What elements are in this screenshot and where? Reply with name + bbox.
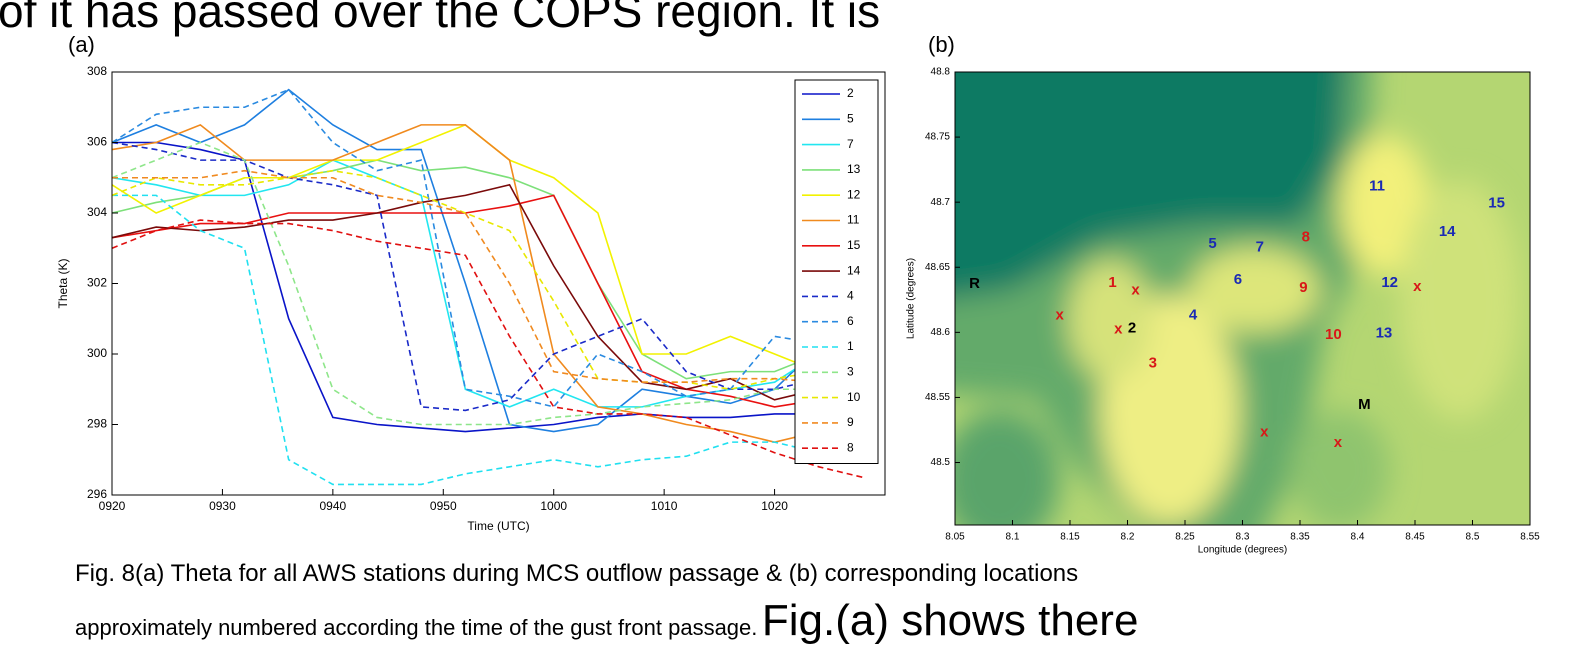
- legend-label: 1: [847, 339, 854, 353]
- caption-small: approximately numbered according the tim…: [75, 615, 757, 640]
- legend-label: 8: [847, 440, 854, 454]
- legend-label: 7: [847, 137, 854, 151]
- page: {"page_text": {"top": "of it has passed …: [0, 0, 1573, 667]
- station-marker: x: [1131, 282, 1140, 299]
- y-tick-label: 48.8: [931, 67, 951, 78]
- station-marker: M: [1358, 396, 1371, 413]
- y-tick-label: 298: [87, 417, 107, 431]
- y-tick-label: 300: [87, 346, 107, 360]
- station-marker: 3: [1149, 355, 1157, 372]
- x-axis-label: Longitude (degrees): [1198, 545, 1288, 556]
- y-tick-label: 306: [87, 135, 107, 149]
- caption: approximately numbered according the tim…: [75, 596, 1138, 646]
- x-tick-label: 8.35: [1290, 532, 1310, 543]
- y-tick-label: 304: [87, 205, 107, 219]
- plot-area: [112, 72, 885, 495]
- legend-label: 4: [847, 289, 854, 303]
- y-tick-label: 48.75: [925, 132, 950, 143]
- x-tick-label: 8.15: [1060, 532, 1080, 543]
- terrain: [900, 30, 1530, 560]
- x-axis-label: Time (UTC): [467, 519, 529, 533]
- x-tick-label: 8.05: [945, 532, 965, 543]
- station-marker: R: [969, 275, 980, 292]
- station-marker: 2: [1128, 319, 1136, 336]
- station-marker: 15: [1488, 194, 1505, 211]
- x-tick-label: 0950: [430, 499, 457, 513]
- x-tick-label: 8.45: [1405, 532, 1425, 543]
- x-tick-label: 8.25: [1175, 532, 1195, 543]
- station-marker: 6: [1234, 271, 1242, 288]
- station-marker: x: [1260, 424, 1269, 441]
- y-tick-label: 296: [87, 487, 107, 501]
- legend-label: 5: [847, 111, 854, 125]
- station-marker: 7: [1256, 239, 1264, 256]
- legend-label: 9: [847, 415, 854, 429]
- x-tick-label: 8.2: [1121, 532, 1135, 543]
- x-tick-label: 1000: [540, 499, 567, 513]
- legend-label: 15: [847, 238, 861, 252]
- station-marker: 10: [1325, 326, 1342, 343]
- station-marker: x: [1114, 321, 1123, 338]
- panel-label: (a): [68, 32, 95, 57]
- station-marker: x: [1334, 434, 1343, 451]
- station-marker: 5: [1208, 235, 1216, 252]
- legend-label: 6: [847, 314, 854, 328]
- legend-label: 2: [847, 86, 854, 100]
- x-tick-label: 8.4: [1351, 532, 1365, 543]
- y-tick-label: 48.6: [931, 327, 951, 338]
- x-tick-label: 8.3: [1236, 532, 1250, 543]
- y-tick-label: 302: [87, 276, 107, 290]
- station-marker: 1: [1108, 274, 1116, 291]
- station-marker: 12: [1381, 274, 1398, 291]
- caption-large: Fig.(a) shows there: [762, 596, 1139, 645]
- panel-label: (b): [928, 32, 955, 57]
- station-marker: 4: [1189, 306, 1198, 323]
- x-tick-label: 0940: [320, 499, 347, 513]
- station-marker: 8: [1302, 228, 1310, 245]
- legend-label: 10: [847, 390, 861, 404]
- y-tick-label: 48.5: [931, 457, 951, 468]
- legend-label: 14: [847, 263, 861, 277]
- station-marker: 14: [1439, 223, 1456, 240]
- x-tick-label: 8.55: [1520, 532, 1540, 543]
- y-tick-label: 48.55: [925, 392, 950, 403]
- legend-label: 12: [847, 187, 861, 201]
- y-axis-label: Latitude (degrees): [906, 258, 917, 339]
- x-tick-label: 0920: [99, 499, 126, 513]
- station-marker: 11: [1369, 178, 1385, 195]
- legend-label: 3: [847, 364, 854, 378]
- station-marker: 9: [1299, 279, 1307, 296]
- y-tick-label: 308: [87, 64, 107, 78]
- x-tick-label: 1010: [651, 499, 678, 513]
- x-tick-label: 0930: [209, 499, 236, 513]
- x-tick-label: 1020: [761, 499, 788, 513]
- y-axis-label: Theta (K): [56, 258, 70, 308]
- station-marker: x: [1413, 278, 1422, 295]
- caption: Fig. 8(a) Theta for all AWS stations dur…: [75, 560, 1078, 588]
- legend-label: 11: [847, 213, 860, 227]
- station-marker: 13: [1376, 325, 1393, 342]
- y-tick-label: 48.65: [925, 262, 950, 273]
- y-tick-label: 48.7: [931, 197, 951, 208]
- x-tick-label: 8.1: [1006, 532, 1020, 543]
- station-marker: x: [1055, 306, 1064, 323]
- legend-label: 13: [847, 162, 861, 176]
- x-tick-label: 8.5: [1466, 532, 1480, 543]
